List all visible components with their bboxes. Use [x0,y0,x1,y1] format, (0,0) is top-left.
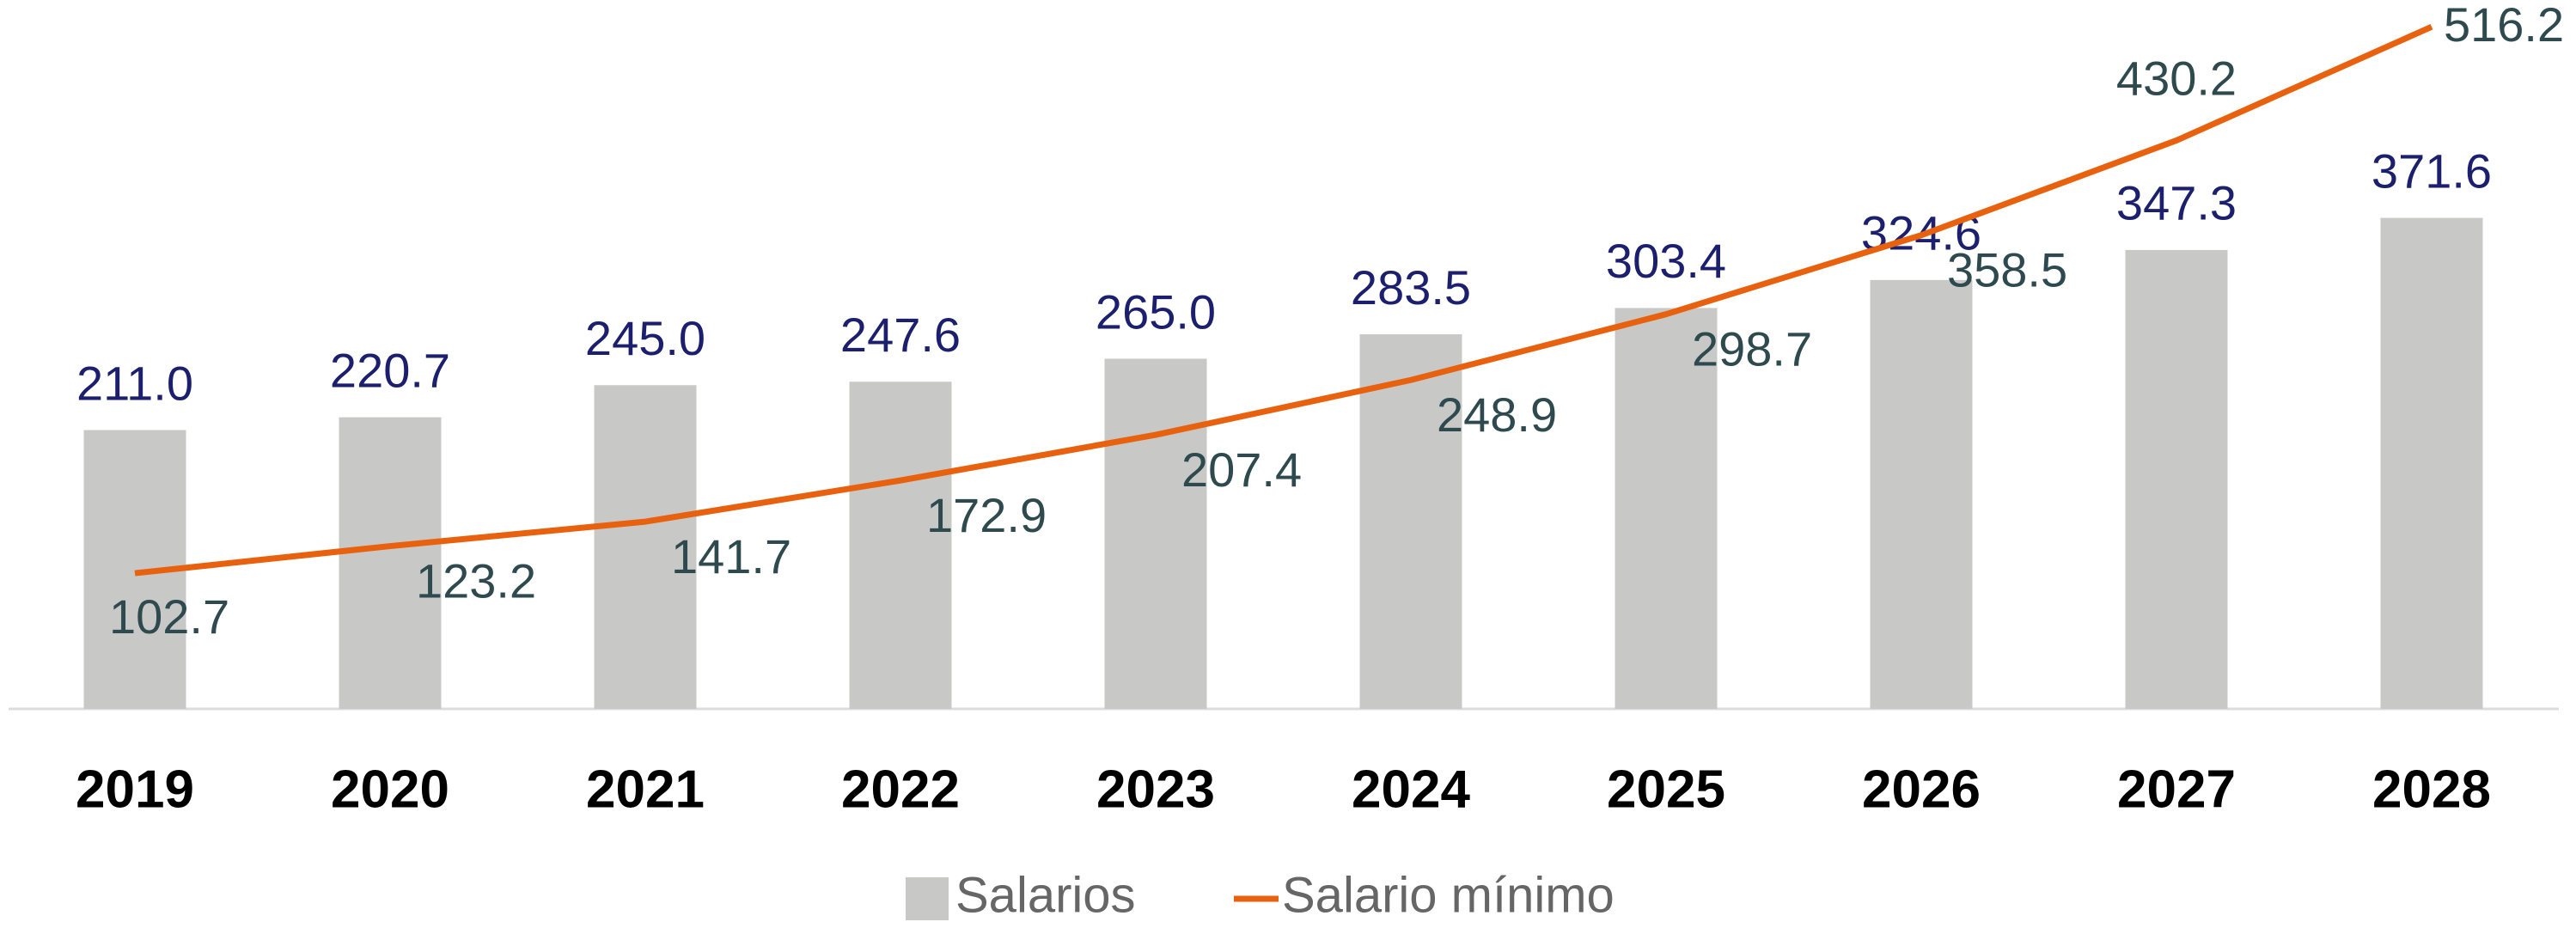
x-tick-label: 2020 [331,760,449,819]
x-tick-label: 2024 [1352,760,1470,819]
line-label: 172.9 [926,488,1047,542]
bar-label: 371.6 [2372,143,2492,198]
bar-label: 220.7 [330,343,450,397]
bar [1104,358,1207,709]
bar-label: 303.4 [1606,234,1726,288]
x-tick-label: 2023 [1096,760,1215,819]
x-tick-label: 2025 [1607,760,1725,819]
bar-label: 211.0 [76,356,193,410]
bar [2380,217,2483,709]
x-tick-label: 2028 [2372,760,2491,819]
x-tick-label: 2027 [2117,760,2236,819]
bar-label: 245.0 [585,311,705,365]
x-tick-label: 2021 [586,760,705,819]
bar [1615,308,1718,709]
line-label: 430.2 [2116,51,2237,105]
legend-swatch [906,877,949,920]
x-tick-label: 2022 [841,760,960,819]
bar [339,417,442,709]
line [134,24,2433,577]
line-label: 248.9 [1437,388,1557,442]
line-label: 102.7 [109,589,229,644]
bar-label: 265.0 [1096,284,1216,339]
bar-label: 247.6 [840,308,961,362]
line-label: 123.2 [416,553,536,607]
bar [594,385,697,709]
bar [1359,334,1462,709]
line-label: 358.5 [1947,243,2067,297]
x-tick-label: 2019 [76,760,194,819]
bar [849,382,952,709]
legend-label: Salario mínimo [1282,867,1615,923]
bar [1870,279,1973,709]
x-tick-label: 2026 [1862,760,1981,819]
bar-label: 283.5 [1351,260,1471,314]
line-label: 298.7 [1692,321,1812,375]
line-label: 207.4 [1181,443,1302,497]
line-label: 516.2 [2444,0,2564,52]
bar [2125,249,2228,709]
bar-label: 347.3 [2116,176,2237,230]
legend-label: Salarios [955,867,1136,923]
line-label: 141.7 [671,529,791,583]
